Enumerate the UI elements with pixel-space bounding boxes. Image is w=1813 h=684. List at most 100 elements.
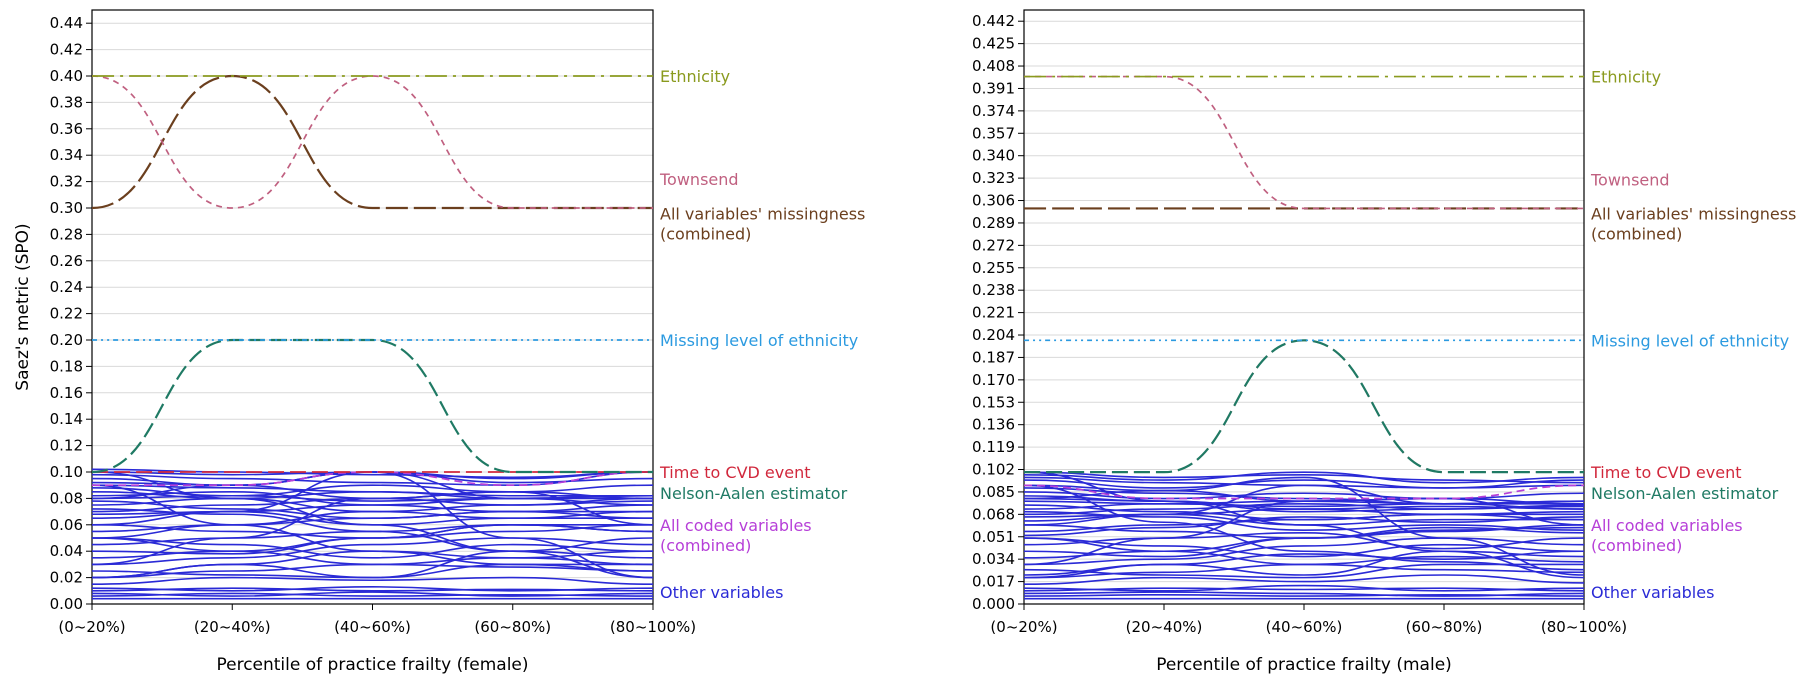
- other-variable-line: [92, 550, 653, 579]
- other-variable-line: [1024, 479, 1584, 489]
- series-line-nelson-aalen: [1024, 339, 1584, 474]
- y-tick-label: 0.442: [972, 12, 1015, 30]
- y-tick-label: 0.408: [972, 57, 1015, 75]
- other-variable-line: [1024, 471, 1584, 484]
- other-variable-line: [92, 586, 653, 592]
- y-tick-label: 0.255: [972, 259, 1015, 277]
- y-tick-label: 0.085: [972, 483, 1015, 501]
- y-tick-label: 0.119: [972, 438, 1015, 456]
- other-variable-line: [1024, 563, 1584, 579]
- y-tick-label: 0.02: [50, 569, 83, 587]
- y-axis-label: Saez's metric (SPO): [13, 223, 33, 390]
- x-axis-label: Percentile of practice frailty (female): [216, 655, 528, 675]
- other-variable-line: [92, 484, 653, 500]
- y-tick-label: 0.034: [972, 550, 1015, 568]
- y-tick-label: 0.340: [972, 147, 1015, 165]
- legend-label-other: Other variables: [660, 583, 783, 602]
- y-tick-label: 0.068: [972, 505, 1015, 523]
- y-tick-label: 0.18: [50, 357, 83, 375]
- legend-label-coded: All coded variables (combined): [1591, 516, 1743, 555]
- other-variable-line: [1024, 504, 1584, 521]
- x-tick-label: (60~80%): [474, 618, 551, 636]
- y-tick-label: 0.391: [972, 79, 1015, 97]
- y-tick-label: 0.323: [972, 169, 1015, 187]
- legend-label-time-to-cvd: Time to CVD event: [659, 463, 810, 482]
- other-variable-line: [92, 471, 653, 526]
- y-tick-label: 0.42: [50, 41, 83, 59]
- y-tick-label: 0.306: [972, 192, 1015, 210]
- legend-label-missing-ethnicity: Missing level of ethnicity: [1591, 331, 1789, 350]
- series-group: [92, 74, 653, 600]
- series-group: [1024, 75, 1584, 600]
- y-tick-label: 0.204: [972, 326, 1015, 344]
- y-tick-label: 0.14: [50, 410, 83, 428]
- legend-label-other: Other variables: [1591, 583, 1714, 602]
- chart-panel-1: 0.00 0.02 0.04 0.06 0.08 0.10 0.12 0.14 0.16 0.18…: [13, 9, 865, 675]
- legend-label-missingness: All variables' missingness (combined): [660, 204, 865, 243]
- other-variable-line: [92, 537, 653, 566]
- x-tick-label: (60~80%): [1406, 618, 1483, 636]
- other-variable-line: [92, 484, 653, 572]
- legend-label-ethnicity: Ethnicity: [660, 67, 730, 86]
- legend-label-coded: All coded variables (combined): [660, 516, 812, 555]
- x-tick-label: (0~20%): [58, 618, 125, 636]
- other-variable-line: [1024, 537, 1584, 566]
- y-tick-label: 0.08: [50, 489, 83, 507]
- x-tick-label: (80~100%): [610, 618, 696, 636]
- other-variable-line: [1024, 471, 1584, 484]
- legend-label-nelson-aalen: Nelson-Aalen estimator: [1591, 484, 1779, 503]
- series-line-townsend: [1024, 75, 1584, 210]
- y-tick-label: 0.26: [50, 252, 83, 270]
- plot-frame: [91, 9, 654, 605]
- y-tick-label: 0.221: [972, 304, 1015, 322]
- y-tick-label: 0.44: [50, 14, 83, 32]
- y-tick-label: 0.170: [972, 371, 1015, 389]
- y-tick-label: 0.32: [50, 173, 83, 191]
- y-tick-label: 0.000: [972, 595, 1015, 613]
- y-tick-label: 0.051: [972, 528, 1015, 546]
- legend-label-ethnicity: Ethnicity: [1591, 68, 1661, 87]
- y-tick-label: 0.34: [50, 146, 83, 164]
- y-tick-label: 0.238: [972, 281, 1015, 299]
- y-tick-label: 0.24: [50, 278, 83, 296]
- y-tick-label: 0.28: [50, 225, 83, 243]
- y-tick-label: 0.357: [972, 124, 1015, 142]
- other-variable-line: [1024, 550, 1584, 579]
- y-tick-label: 0.153: [972, 393, 1015, 411]
- legend-label-nelson-aalen: Nelson-Aalen estimator: [660, 484, 848, 503]
- other-variable-line: [92, 491, 653, 513]
- legend-label-missingness: All variables' missingness (combined): [1591, 205, 1796, 244]
- y-tick-label: 0.272: [972, 236, 1015, 254]
- other-variable-line: [1024, 476, 1584, 576]
- other-variable-line: [1024, 584, 1584, 592]
- y-tick-label: 0.06: [50, 516, 83, 534]
- y-tick-label: 0.22: [50, 305, 83, 323]
- other-variable-line: [1024, 484, 1584, 571]
- x-tick-label: (40~60%): [1266, 618, 1343, 636]
- other-variable-line: [92, 537, 653, 559]
- series-line-missingness: [92, 74, 653, 210]
- y-tick-label: 0.289: [972, 214, 1015, 232]
- x-tick-label: (0~20%): [990, 618, 1057, 636]
- other-variable-line: [92, 471, 653, 579]
- other-variable-line: [1024, 471, 1584, 579]
- series-line-townsend: [92, 75, 653, 209]
- y-tick-label: 0.16: [50, 384, 83, 402]
- other-variable-line: [1024, 574, 1584, 586]
- y-tick-label: 0.12: [50, 437, 83, 455]
- series-line-coded: [92, 471, 653, 487]
- other-variable-line: [1024, 484, 1584, 526]
- x-tick-label: (80~100%): [1541, 618, 1627, 636]
- chart-panel-2: 0.000 0.017 0.034 0.051 0.068 0.085 0.102 0.119…: [972, 9, 1796, 675]
- y-tick-label: 0.38: [50, 93, 83, 111]
- legend-label-time-to-cvd: Time to CVD event: [1590, 463, 1741, 482]
- x-axis-label: Percentile of practice frailty (male): [1156, 655, 1452, 675]
- x-tick-label: (20~40%): [194, 618, 271, 636]
- y-tick-label: 0.04: [50, 542, 83, 560]
- legend-label-missing-ethnicity: Missing level of ethnicity: [660, 331, 858, 350]
- y-tick-label: 0.425: [972, 35, 1015, 53]
- series-line-coded: [1024, 484, 1584, 500]
- y-tick-label: 0.10: [50, 463, 83, 481]
